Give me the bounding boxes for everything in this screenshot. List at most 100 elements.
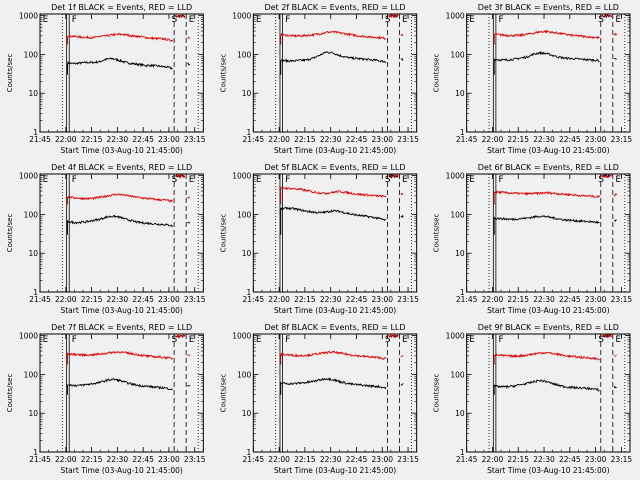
lld-series-line	[400, 33, 404, 37]
x-axis-label: Start Time (03-Aug-10 21:45:00)	[487, 306, 609, 315]
y-tick-label: 10	[28, 409, 38, 418]
boundary-marker-label: F	[285, 335, 290, 345]
y-axis-label: Counts/sec	[6, 374, 14, 413]
boundary-marker-label: F	[498, 175, 503, 185]
events-series-line	[280, 377, 387, 395]
plot-frame	[252, 333, 418, 453]
lld-series-line	[388, 174, 399, 179]
x-tick-label: 21:45	[29, 455, 51, 464]
boundary-marker-label: S	[598, 335, 604, 345]
lld-series-line	[493, 190, 600, 205]
x-axis-label: Start Time (03-Aug-10 21:45:00)	[60, 466, 182, 475]
y-tick-label: 10	[455, 409, 465, 418]
x-tick-label: 22:15	[507, 295, 529, 304]
y-tick-label: 1	[33, 128, 38, 137]
boundary-marker-label: E	[402, 175, 408, 185]
y-axis-label: Counts/sec	[219, 374, 227, 413]
lld-series-line	[613, 193, 618, 197]
y-axis-label: Counts/sec	[433, 214, 441, 253]
lld-series-line	[602, 174, 612, 179]
chart-title: Det 7f BLACK = Events, RED = LLD	[51, 323, 192, 332]
x-tick-label: 21:45	[243, 455, 265, 464]
lld-series-line	[389, 13, 399, 18]
lld-series-line	[493, 351, 600, 365]
boundary-marker-label: S	[172, 335, 178, 345]
events-series-line	[493, 50, 600, 75]
x-tick-label: 23:00	[371, 135, 393, 144]
chart-title: Det 1f BLACK = Events, RED = LLD	[51, 3, 192, 12]
x-tick-label: 22:00	[55, 135, 77, 144]
chart-title: Det 6f BLACK = Events, RED = LLD	[478, 163, 619, 172]
x-tick-label: 22:30	[320, 135, 342, 144]
x-tick-label: 22:45	[132, 295, 154, 304]
y-axis-label: Counts/sec	[6, 214, 14, 253]
plot-frame	[466, 333, 631, 453]
x-tick-label: 22:30	[107, 135, 129, 144]
boundary-marker-label: E	[402, 15, 408, 25]
x-tick-label: 22:45	[346, 135, 368, 144]
x-tick-label: 23:00	[585, 295, 607, 304]
lld-series-line	[187, 354, 191, 357]
x-axis-label: Start Time (03-Aug-10 21:45:00)	[487, 146, 609, 155]
boundary-marker-label: E	[615, 335, 621, 345]
lld-series-line	[280, 186, 387, 205]
x-tick-label: 23:00	[371, 455, 393, 464]
y-tick-label: 10	[242, 409, 252, 418]
y-tick-label: 10	[242, 89, 252, 98]
boundary-marker-label: E	[615, 175, 621, 185]
y-tick-label: 1	[247, 448, 252, 457]
y-tick-label: 100	[450, 370, 465, 379]
boundary-marker-label: F	[72, 335, 77, 345]
x-tick-label: 22:30	[320, 295, 342, 304]
x-tick-label: 22:00	[482, 135, 504, 144]
boundary-marker-label: F	[285, 15, 290, 25]
x-tick-label: 22:45	[132, 455, 154, 464]
x-tick-label: 23:15	[611, 295, 633, 304]
y-tick-label: 1	[460, 128, 465, 137]
events-series-line	[280, 51, 387, 75]
x-tick-label: 22:15	[81, 135, 103, 144]
boundary-marker-label: E	[256, 335, 262, 345]
x-tick-label: 23:15	[397, 455, 419, 464]
x-tick-label: 23:15	[184, 135, 206, 144]
lld-series-line	[400, 192, 404, 196]
plot-frame	[466, 13, 631, 133]
plot-frame	[252, 173, 418, 293]
x-tick-label: 22:45	[559, 135, 581, 144]
y-tick-label: 1	[247, 128, 252, 137]
x-tick-label: 22:15	[294, 295, 316, 304]
x-tick-label: 23:15	[611, 455, 633, 464]
x-tick-label: 22:45	[559, 295, 581, 304]
boundary-marker-label: S	[385, 175, 391, 185]
x-axis-label: Start Time (03-Aug-10 21:45:00)	[274, 466, 396, 475]
x-tick-label: 22:45	[559, 455, 581, 464]
x-tick-label: 22:00	[482, 455, 504, 464]
y-tick-label: 100	[24, 210, 39, 219]
x-tick-label: 21:45	[243, 135, 265, 144]
lld-series-line	[388, 333, 399, 339]
boundary-marker-label: E	[469, 335, 475, 345]
events-series-line	[613, 385, 617, 389]
plot-frame	[39, 173, 204, 293]
chart-title: Det 2f BLACK = Events, RED = LLD	[264, 3, 405, 12]
x-tick-label: 22:30	[533, 455, 555, 464]
boundary-marker-label: E	[402, 335, 408, 345]
chart-title: Det 3f BLACK = Events, RED = LLD	[478, 3, 619, 12]
x-tick-label: 21:45	[456, 455, 478, 464]
lld-series-line	[187, 196, 190, 199]
events-series-line	[613, 219, 617, 222]
y-tick-label: 1000	[19, 332, 38, 341]
y-axis-label: Counts/sec	[219, 54, 227, 93]
chart-panel: Det 9f BLACK = Events, RED = LLD Start Ti…	[433, 323, 633, 475]
boundary-marker-label: E	[615, 15, 621, 25]
x-tick-label: 22:00	[268, 295, 290, 304]
boundary-marker-label: S	[598, 175, 604, 185]
y-tick-label: 100	[237, 370, 252, 379]
y-tick-label: 1000	[446, 332, 465, 341]
y-tick-label: 1000	[232, 332, 251, 341]
x-tick-label: 21:45	[29, 135, 51, 144]
chart-panel: Det 6f BLACK = Events, RED = LLD Start Ti…	[433, 163, 633, 315]
boundary-marker-label: E	[189, 335, 195, 345]
events-series-line	[67, 378, 174, 395]
boundary-marker-label: F	[498, 335, 503, 345]
